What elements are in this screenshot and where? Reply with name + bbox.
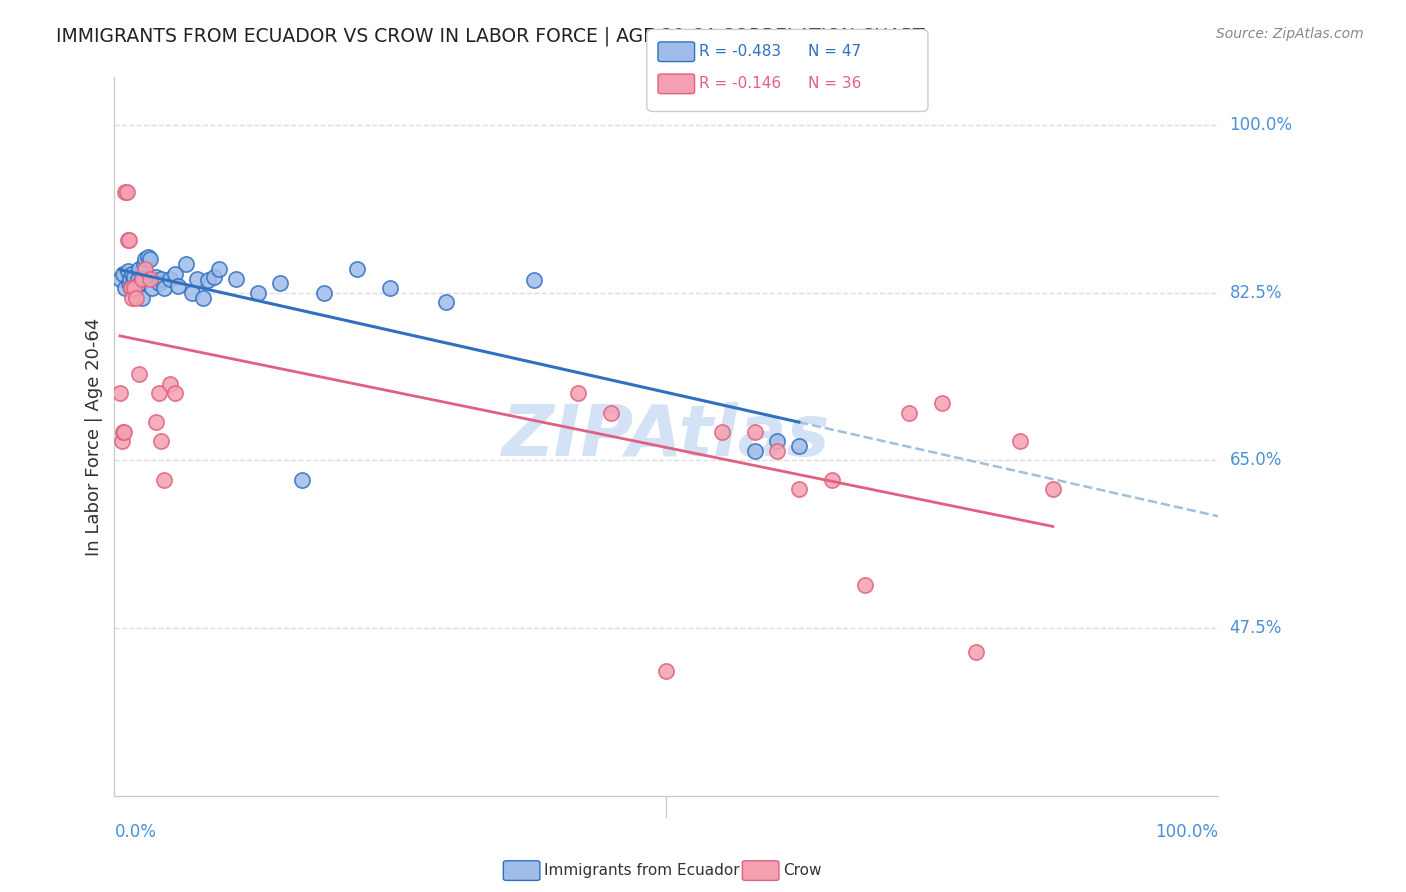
Point [121,267,143,281]
Point [127,271,149,285]
Point [118,277,141,291]
Point [787,439,810,453]
Point [1042,482,1064,496]
Point [167,279,190,293]
Point [567,386,589,401]
Point [114,281,136,295]
Point [380,281,402,295]
Text: N = 47: N = 47 [808,45,862,59]
Point [710,425,733,439]
Point [139,271,162,285]
Point [202,269,225,284]
Point [180,285,202,300]
Text: 82.5%: 82.5% [1230,284,1282,301]
Point [931,396,953,410]
Point [115,186,138,200]
Point [159,376,181,391]
Point [124,269,146,284]
Point [125,279,148,293]
Text: 65.0%: 65.0% [1230,451,1282,469]
Point [1008,434,1031,449]
Point [134,257,156,271]
Point [523,273,546,287]
Text: IMMIGRANTS FROM ECUADOR VS CROW IN LABOR FORCE | AGE 20-64 CORRELATION CHART: IMMIGRANTS FROM ECUADOR VS CROW IN LABOR… [56,27,925,46]
Point [117,233,139,247]
Point [766,443,789,458]
Point [153,281,176,295]
Point [128,277,150,291]
Y-axis label: In Labor Force | Age 20-64: In Labor Force | Age 20-64 [86,318,103,556]
Point [149,271,172,285]
Point [141,281,163,295]
Point [124,283,146,297]
Point [246,285,269,300]
Text: R = -0.146: R = -0.146 [699,77,780,91]
Point [165,267,187,281]
Point [149,434,172,449]
Point [853,578,876,592]
Text: N = 36: N = 36 [808,77,862,91]
Point [117,264,139,278]
Point [136,251,159,265]
Point [600,406,623,420]
Point [159,271,181,285]
Point [655,664,678,678]
Point [197,273,219,287]
Text: 100.0%: 100.0% [1230,116,1292,135]
Text: R = -0.483: R = -0.483 [699,45,780,59]
Point [134,252,156,267]
Point [186,271,208,285]
Point [165,386,187,401]
Text: 100.0%: 100.0% [1156,823,1219,841]
Point [291,473,314,487]
Point [120,281,142,295]
Point [125,291,148,305]
Point [821,473,844,487]
Point [121,291,143,305]
Point [112,425,135,439]
Point [346,261,368,276]
Text: ZIPAtlas: ZIPAtlas [502,402,831,471]
Text: Source: ZipAtlas.com: Source: ZipAtlas.com [1216,27,1364,41]
Point [134,261,156,276]
Point [128,261,150,276]
Point [131,291,153,305]
Point [108,386,131,401]
Point [434,295,457,310]
Point [114,186,136,200]
Point [139,252,162,267]
Point [128,368,150,382]
Point [314,285,336,300]
Point [148,386,170,401]
Text: 47.5%: 47.5% [1230,619,1282,637]
Point [965,645,987,659]
Point [111,434,134,449]
Point [145,415,167,429]
Point [225,271,247,285]
Point [766,434,789,449]
Point [124,281,146,295]
Point [191,291,214,305]
Point [174,257,197,271]
Point [145,269,167,284]
Point [120,281,142,295]
Text: Crow: Crow [783,863,821,878]
Text: 0.0%: 0.0% [114,823,156,841]
Text: Immigrants from Ecuador: Immigrants from Ecuador [544,863,740,878]
Point [898,406,921,420]
Point [131,271,153,285]
Point [112,425,135,439]
Point [118,233,141,247]
Point [108,271,131,285]
Point [112,267,135,281]
Point [269,277,291,291]
Point [122,277,145,291]
Point [744,443,766,458]
Point [787,482,810,496]
Point [153,473,176,487]
Point [208,261,231,276]
Point [118,271,141,285]
Point [148,277,170,291]
Point [744,425,766,439]
